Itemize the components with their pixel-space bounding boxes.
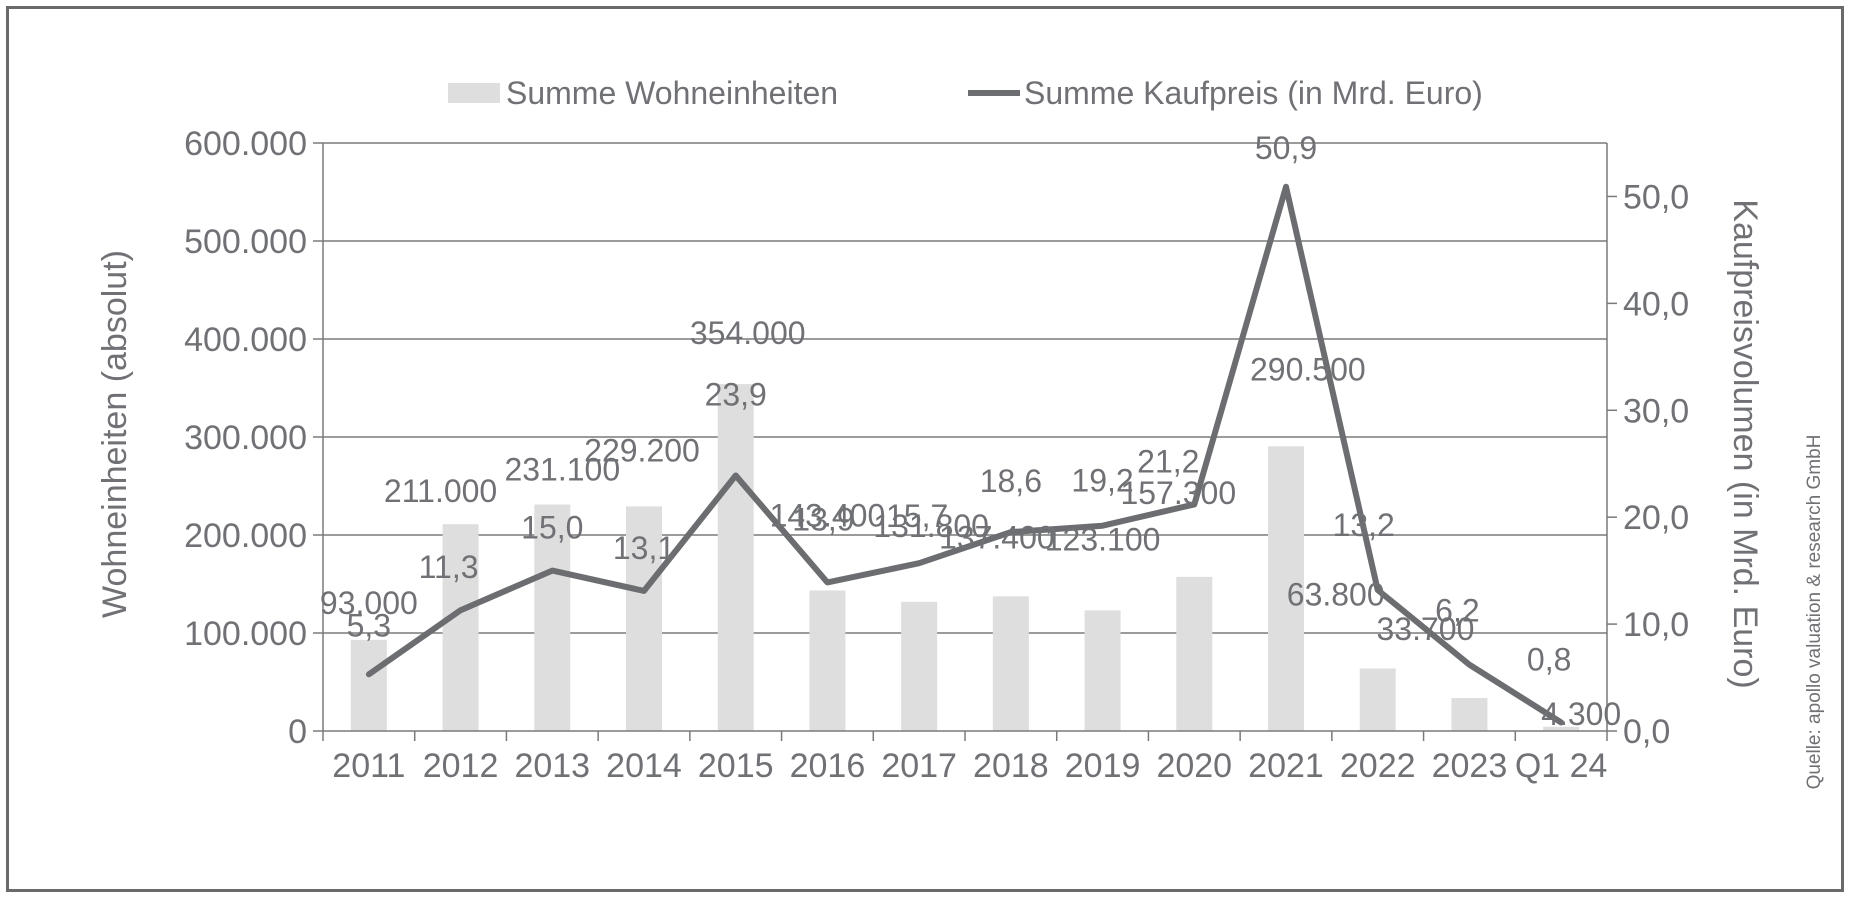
line-value-label: 23,9: [705, 376, 767, 412]
x-tick-label: 2017: [881, 747, 957, 785]
bar-value-label: 231.100: [504, 452, 620, 488]
x-tick-label: 2023: [1432, 747, 1508, 785]
bar-2015: [717, 384, 754, 731]
bar-q1-24: [1543, 726, 1580, 731]
bar-2023: [1451, 697, 1488, 731]
legend-bar-swatch: [448, 83, 500, 103]
x-tick-label: 2018: [973, 747, 1049, 785]
line-value-label: 5,3: [347, 607, 391, 643]
x-tick-label: Q1 24: [1515, 747, 1608, 785]
legend-line-label: Summe Kaufpreis (in Mrd. Euro): [1024, 75, 1483, 111]
y-right-tick-label: 10,0: [1623, 606, 1689, 644]
y-right-tick-label: 0,0: [1623, 713, 1670, 751]
bar-value-label: 4.300: [1541, 696, 1621, 732]
bar-series: [350, 384, 1580, 731]
line-value-label: 15,7: [886, 498, 948, 534]
chart-frame: [6, 6, 1844, 892]
bar-value-label: 63.800: [1287, 576, 1385, 612]
kaufpreis-line: [365, 183, 1565, 726]
bar-value-label: 123.100: [1045, 521, 1161, 557]
bar-value-label: 290.500: [1250, 351, 1366, 387]
line-value-label: 21,2: [1137, 443, 1199, 479]
line-value-label: 13,9: [792, 501, 854, 537]
line-value-label: 19,2: [1071, 463, 1133, 499]
bar-value-label: 229.200: [584, 432, 700, 468]
bar-value-label: 137.400: [939, 519, 1055, 555]
x-tick-label: 2015: [698, 747, 774, 785]
y-right-tick-label: 50,0: [1623, 178, 1689, 216]
bar-value-label: 211.000: [384, 473, 497, 509]
bar-value-label: 354.000: [690, 315, 806, 351]
y-left-tick-label: 100.000: [184, 615, 307, 653]
bar-2019: [1084, 610, 1121, 731]
x-tick-label: 2013: [514, 747, 590, 785]
bar-2022: [1359, 668, 1396, 731]
x-tick-label: 2019: [1065, 747, 1141, 785]
line-value-label: 13,2: [1333, 507, 1395, 543]
bar-2013: [534, 504, 571, 731]
x-tick-label: 2012: [423, 747, 499, 785]
y-left-tick-label: 200.000: [184, 517, 307, 555]
line-value-label: 15,0: [521, 510, 583, 546]
x-tick-label: 2011: [332, 747, 405, 785]
y-left-tick-label: 0: [288, 713, 307, 751]
bar-2014: [626, 506, 662, 731]
bar-value-label: 33.700: [1376, 611, 1474, 647]
y-left-axis-title: Wohneinheiten (absolut): [96, 250, 134, 618]
x-tick-label: 2022: [1340, 747, 1416, 785]
bar-2016: [809, 590, 846, 731]
source-note: Quelle: apollo valuation & research GmbH: [1804, 435, 1825, 790]
legend-bar-label: Summe Wohneinheiten: [506, 75, 838, 111]
bar-value-label: 157.300: [1120, 475, 1236, 511]
y-right-axis-title: Kaufpreisvolumen (in Mrd. Euro): [1726, 199, 1764, 688]
x-tick-label: 2016: [790, 747, 866, 785]
x-tick-label: 2021: [1248, 747, 1324, 785]
bar-2011: [350, 639, 387, 731]
y-left-tick-label: 400.000: [184, 321, 307, 359]
y-left-tick-label: 300.000: [184, 419, 307, 457]
line-value-label: 0,8: [1527, 641, 1571, 677]
bar-2017: [901, 601, 938, 731]
y-right-tick-label: 30,0: [1623, 392, 1689, 430]
y-right-tick-label: 40,0: [1623, 285, 1689, 323]
axes: 0 100.000 200.000 300.000 400.000 500.000 600.…: [184, 125, 1689, 785]
bar-2021: [1268, 446, 1304, 731]
line-value-label: 6,2: [1435, 593, 1479, 629]
y-right-tick-label: 20,0: [1623, 499, 1689, 537]
bar-value-label: 143.400: [770, 497, 886, 533]
bar-2020: [1176, 576, 1213, 731]
line-value-label: 18,6: [980, 463, 1042, 499]
y-left-tick-label: 500.000: [184, 223, 307, 261]
line-value-label: 50,9: [1255, 130, 1317, 166]
gridlines: [323, 142, 1607, 634]
x-tick-label: 2020: [1156, 747, 1232, 785]
x-tick-label: 2014: [606, 747, 682, 785]
bar-value-label: 93.000: [320, 585, 418, 621]
bar-2012: [442, 524, 479, 731]
line-value-label: 11,3: [419, 549, 479, 585]
line-value-label: 13,1: [613, 530, 675, 566]
y-left-tick-label: 600.000: [184, 125, 307, 163]
bar-value-label: 131.800: [873, 508, 989, 544]
bar-2018: [992, 596, 1029, 731]
